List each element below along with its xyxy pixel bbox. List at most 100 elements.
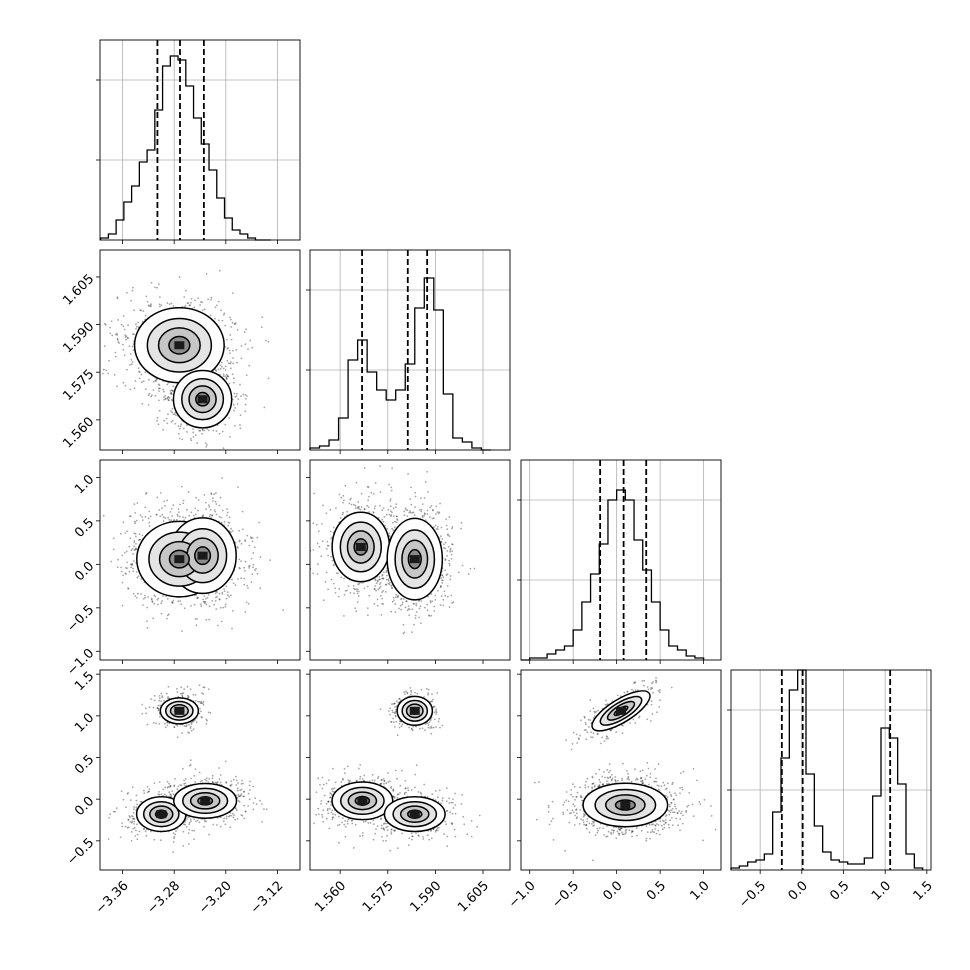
scatter-point bbox=[164, 398, 167, 400]
scatter-point bbox=[409, 498, 412, 500]
scatter-point bbox=[190, 729, 193, 732]
scatter-point bbox=[388, 532, 391, 535]
scatter-point bbox=[116, 296, 119, 299]
scatter-point bbox=[383, 515, 386, 518]
scatter-point bbox=[122, 381, 125, 384]
scatter-point bbox=[392, 515, 395, 517]
scatter-point bbox=[160, 304, 163, 306]
scatter-point bbox=[448, 606, 451, 608]
scatter-point bbox=[194, 507, 197, 510]
scatter-point bbox=[180, 686, 183, 689]
scatter-point bbox=[210, 492, 213, 495]
scatter-point bbox=[179, 427, 182, 430]
scatter-point bbox=[209, 508, 212, 511]
scatter-point bbox=[167, 395, 170, 398]
scatter-point bbox=[194, 299, 196, 302]
scatter-point bbox=[215, 430, 218, 432]
scatter-point bbox=[160, 700, 163, 703]
scatter-point bbox=[238, 558, 241, 561]
scatter-point bbox=[154, 595, 157, 598]
scatter-point bbox=[173, 837, 175, 839]
scatter-point bbox=[449, 550, 451, 553]
scatter-point bbox=[185, 826, 188, 828]
scatter-point bbox=[255, 567, 257, 570]
scatter-point bbox=[132, 286, 134, 289]
scatter-point bbox=[226, 359, 229, 362]
scatter-point bbox=[407, 473, 409, 475]
scatter-point bbox=[172, 419, 174, 422]
scatter-point bbox=[395, 515, 398, 518]
scatter-point bbox=[120, 790, 123, 792]
scatter-point bbox=[214, 369, 217, 372]
scatter-point bbox=[217, 624, 219, 627]
scatter-point bbox=[136, 823, 138, 826]
scatter-point bbox=[402, 632, 405, 635]
scatter-point bbox=[126, 368, 128, 371]
scatter-point bbox=[147, 304, 150, 307]
scatter-point bbox=[138, 371, 141, 374]
scatter-point bbox=[152, 722, 155, 724]
scatter-point bbox=[342, 511, 345, 514]
scatter-point bbox=[201, 428, 204, 431]
scatter-point bbox=[134, 520, 136, 523]
scatter-point bbox=[192, 693, 195, 696]
scatter-point bbox=[123, 354, 126, 357]
scatter-point bbox=[133, 309, 136, 312]
scatter-point bbox=[173, 519, 176, 521]
scatter-point bbox=[450, 558, 453, 560]
scatter-point bbox=[201, 428, 204, 431]
scatter-point bbox=[325, 512, 328, 515]
scatter-point bbox=[133, 820, 136, 823]
scatter-point bbox=[450, 594, 453, 597]
scatter-point bbox=[188, 304, 191, 307]
scatter-point bbox=[451, 543, 453, 545]
scatter-point bbox=[151, 394, 153, 397]
scatter-point bbox=[320, 555, 323, 557]
scatter-point bbox=[173, 726, 176, 728]
scatter-point bbox=[169, 511, 172, 513]
scatter-point bbox=[392, 529, 395, 531]
scatter-point bbox=[203, 429, 206, 432]
scatter-point bbox=[252, 566, 254, 569]
scatter-point bbox=[223, 520, 226, 523]
scatter-point bbox=[382, 577, 385, 580]
scatter-point bbox=[195, 624, 198, 627]
scatter-point bbox=[382, 590, 385, 592]
scatter-point bbox=[167, 696, 170, 698]
scatter-point bbox=[152, 389, 155, 391]
scatter-point bbox=[210, 493, 213, 496]
scatter-point bbox=[413, 603, 416, 605]
scatter-point bbox=[239, 383, 241, 386]
scatter-point bbox=[133, 387, 136, 390]
scatter-point bbox=[159, 305, 161, 308]
scatter-point bbox=[230, 594, 232, 597]
scatter-point bbox=[445, 524, 448, 527]
scatter-point bbox=[153, 838, 156, 841]
scatter-point bbox=[170, 519, 173, 522]
scatter-point bbox=[214, 596, 217, 599]
scatter-point bbox=[158, 509, 161, 511]
scatter-point bbox=[356, 590, 358, 592]
scatter-point bbox=[185, 289, 187, 292]
scatter-point bbox=[114, 333, 117, 336]
scatter-point bbox=[136, 502, 139, 504]
scatter-point bbox=[184, 516, 187, 519]
scatter-point bbox=[423, 606, 426, 609]
scatter-point bbox=[411, 511, 414, 514]
scatter-point bbox=[363, 508, 366, 511]
scatter-point bbox=[445, 574, 448, 577]
scatter-point bbox=[116, 334, 119, 336]
scatter-point bbox=[194, 618, 197, 620]
scatter-point bbox=[214, 600, 217, 602]
scatter-point bbox=[389, 510, 392, 512]
scatter-point bbox=[315, 523, 318, 526]
scatter-point bbox=[188, 821, 191, 824]
scatter-point bbox=[246, 534, 249, 537]
scatter-point bbox=[349, 498, 351, 501]
scatter-point bbox=[159, 704, 162, 707]
scatter-point bbox=[110, 320, 113, 323]
scatter-point bbox=[214, 510, 217, 513]
scatter-point bbox=[219, 496, 222, 499]
scatter-point bbox=[150, 597, 153, 600]
scatter-point bbox=[148, 525, 151, 527]
